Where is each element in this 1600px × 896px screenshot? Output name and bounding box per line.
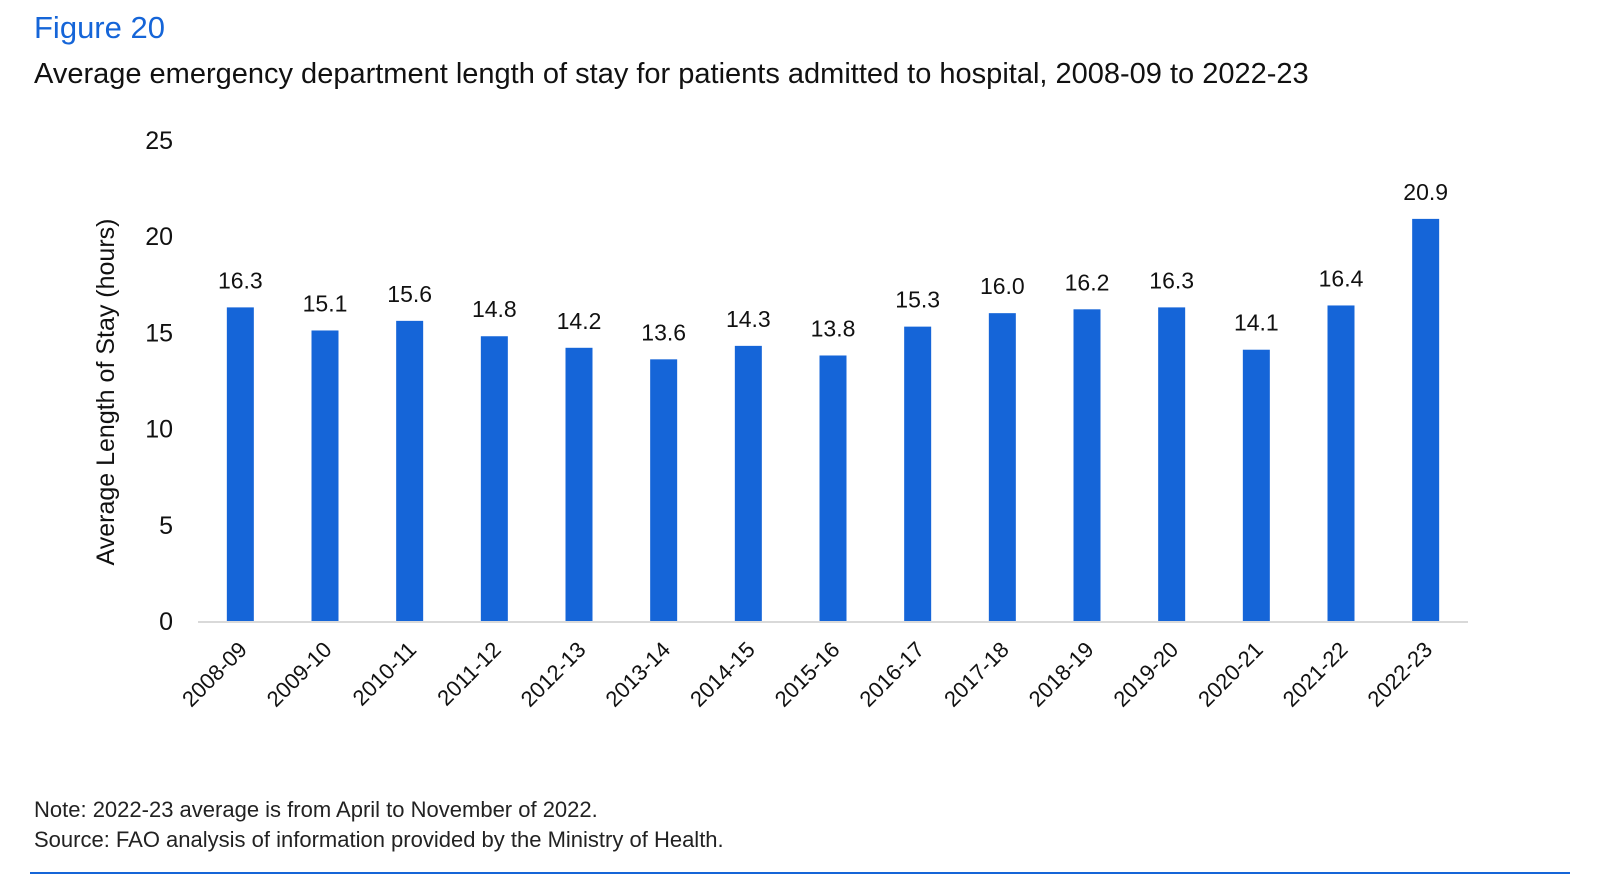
data-label: 16.4 xyxy=(1319,265,1364,291)
x-tick-label: 2012-13 xyxy=(516,637,591,712)
bars xyxy=(226,218,1440,621)
bar xyxy=(1158,307,1186,621)
bar xyxy=(904,326,932,621)
bar xyxy=(819,355,847,621)
x-tick-label: 2022-23 xyxy=(1362,637,1437,712)
x-tick-label: 2019-20 xyxy=(1108,637,1183,712)
data-label: 14.1 xyxy=(1234,310,1279,336)
data-label: 16.0 xyxy=(980,273,1025,299)
bar xyxy=(734,345,762,621)
bar xyxy=(650,359,678,621)
y-axis-ticks: 0 5 10 15 20 25 xyxy=(145,127,173,636)
x-tick-label: 2008-09 xyxy=(177,637,252,712)
bar xyxy=(1412,218,1440,621)
bottom-divider xyxy=(30,872,1570,874)
bar xyxy=(1242,349,1270,621)
bar xyxy=(565,347,593,621)
data-label: 13.8 xyxy=(811,315,856,341)
x-tick-label: 2018-19 xyxy=(1024,637,1099,712)
data-label: 16.3 xyxy=(218,267,263,293)
y-tick-label: 5 xyxy=(159,512,173,540)
chart-source: Source: FAO analysis of information prov… xyxy=(34,827,724,852)
y-tick-label: 10 xyxy=(145,416,173,444)
bar xyxy=(311,330,339,621)
data-label: 16.3 xyxy=(1149,267,1194,293)
data-label: 14.3 xyxy=(726,306,771,332)
y-tick-label: 25 xyxy=(145,127,173,155)
data-label: 15.6 xyxy=(387,281,432,307)
data-label: 15.1 xyxy=(303,290,348,316)
x-tick-label: 2014-15 xyxy=(685,637,760,712)
data-label: 14.2 xyxy=(557,308,602,334)
chart-note: Note: 2022-23 average is from April to N… xyxy=(34,797,598,822)
data-label: 15.3 xyxy=(895,287,940,313)
y-tick-label: 20 xyxy=(145,223,173,251)
x-tick-label: 2015-16 xyxy=(770,637,845,712)
data-label: 14.8 xyxy=(472,296,517,322)
data-label: 16.2 xyxy=(1065,269,1110,295)
x-tick-label: 2010-11 xyxy=(348,637,422,711)
x-axis-ticks: 2008-09 2009-10 2010-11 2011-12 2012-13 2013-… xyxy=(177,637,1437,712)
y-tick-label: 0 xyxy=(159,608,173,636)
data-label: 13.6 xyxy=(641,319,686,345)
bar xyxy=(1073,309,1101,621)
x-tick-label: 2016-17 xyxy=(854,637,929,712)
x-tick-label: 2013-14 xyxy=(600,637,675,712)
x-tick-label: 2017-18 xyxy=(939,637,1014,712)
bar xyxy=(226,307,254,621)
x-tick-label: 2009-10 xyxy=(262,637,337,712)
bar xyxy=(396,320,424,621)
data-label: 20.9 xyxy=(1403,179,1448,205)
x-tick-label: 2020-21 xyxy=(1193,637,1268,712)
bar xyxy=(988,313,1016,621)
data-labels: 16.3 15.1 15.6 14.8 14.2 13.6 14.3 13.8 15.3 16.0… xyxy=(218,179,1448,345)
chart-title: Average emergency department length of s… xyxy=(34,58,1309,90)
figure-label: Figure 20 xyxy=(34,10,165,45)
y-axis-label: Average Length of Stay (hours) xyxy=(92,219,120,566)
bar xyxy=(480,336,508,621)
x-tick-label: 2011-12 xyxy=(432,637,506,711)
x-tick-label: 2021-22 xyxy=(1278,637,1353,712)
y-tick-label: 15 xyxy=(145,319,173,347)
bar xyxy=(1327,305,1355,621)
